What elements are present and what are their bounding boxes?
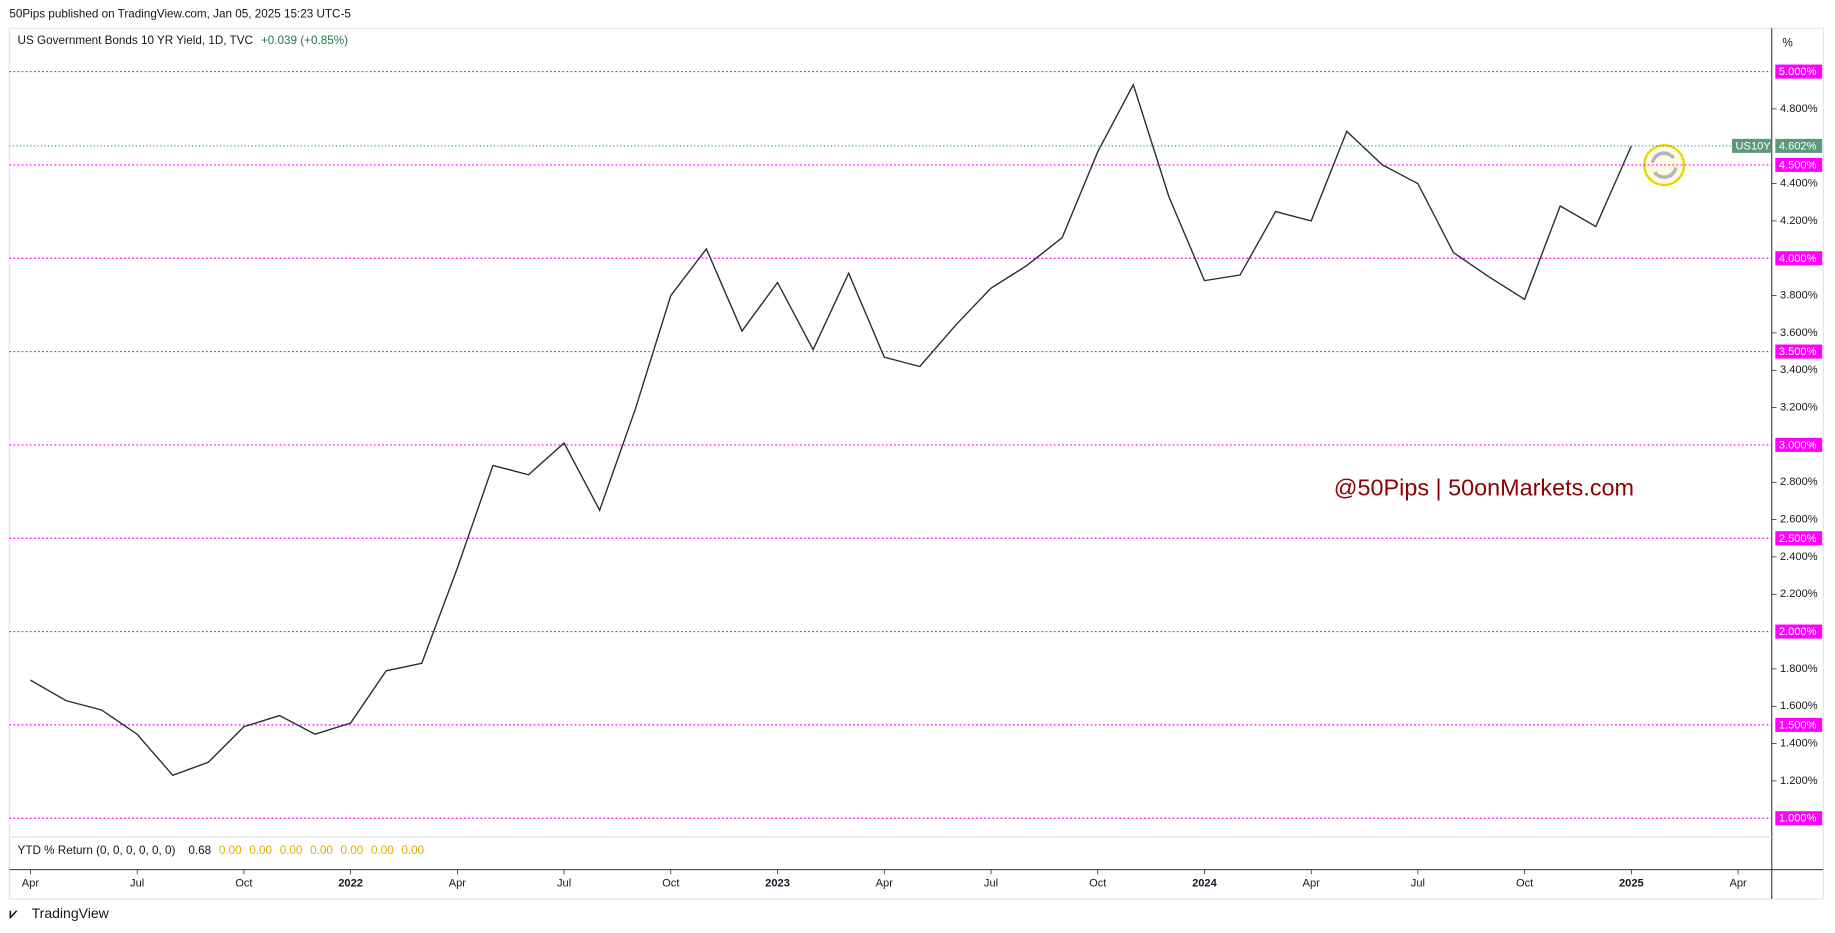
y-tick-label: 3.600% <box>1780 327 1818 339</box>
last-price-box <box>1775 138 1823 153</box>
indicator-value: 0.00 <box>371 844 394 857</box>
x-tick-label: 2023 <box>765 878 790 890</box>
x-tick-label: 2025 <box>1619 878 1644 890</box>
last-price-label: 4.602% <box>1779 140 1817 152</box>
x-tick-label: Apr <box>449 878 467 890</box>
price-line <box>30 82 1633 777</box>
level-label: 2.500% <box>1779 533 1817 545</box>
y-tick-label: 2.400% <box>1780 551 1818 563</box>
y-tick-label: 1.400% <box>1780 738 1818 750</box>
level-label: 2.000% <box>1779 626 1817 638</box>
y-tick-label: 3.400% <box>1780 364 1818 376</box>
x-tick-label: Jul <box>1411 878 1425 890</box>
y-tick-label: 2.800% <box>1780 476 1818 488</box>
indicator-name: YTD % Return (0, 0, 0, 0, 0, 0) <box>18 844 176 857</box>
x-tick-label: Apr <box>876 878 894 890</box>
level-label-box <box>1775 251 1823 266</box>
level-label: 3.000% <box>1779 439 1817 451</box>
indicator-value: 0.68 <box>188 844 211 857</box>
indicator-value: 0.00 <box>310 844 333 857</box>
symbol-title: US Government Bonds 10 YR Yield, 1D, TVC <box>18 34 253 47</box>
y-tick-label: 1.200% <box>1780 775 1818 787</box>
x-tick-label: Jul <box>984 878 998 890</box>
x-tick-label: Oct <box>1516 878 1533 890</box>
x-tick-label: Oct <box>662 878 679 890</box>
y-tick-label: 3.200% <box>1780 402 1818 414</box>
x-tick-label: Oct <box>1089 878 1106 890</box>
level-label-box <box>1775 811 1823 826</box>
level-label: 5.000% <box>1779 66 1817 78</box>
indicator-value: 0.00 <box>280 844 303 857</box>
y-tick-label: 1.800% <box>1780 663 1818 675</box>
level-label-box <box>1775 531 1823 546</box>
level-label-box <box>1775 344 1823 359</box>
indicator-value: 0.00 <box>249 844 272 857</box>
symbol-box <box>1732 138 1772 153</box>
level-label: 3.500% <box>1779 346 1817 358</box>
x-tick-label: Apr <box>1303 878 1321 890</box>
symbol-label: US10Y <box>1736 140 1772 152</box>
x-tick-label: 2022 <box>338 878 363 890</box>
level-label-box <box>1775 437 1823 452</box>
indicator-value: 0.00 <box>401 844 424 857</box>
watermark: @50Pips | 50onMarkets.com <box>1334 475 1634 501</box>
logo-mark: ⩗ <box>9 905 18 921</box>
level-label-box <box>1775 64 1823 79</box>
y-tick-label: 3.800% <box>1780 290 1818 302</box>
x-tick-label: 2024 <box>1192 878 1218 890</box>
level-label: 4.000% <box>1779 253 1817 265</box>
x-tick-label: Jul <box>130 878 144 890</box>
level-label-box <box>1775 157 1823 172</box>
x-tick-label: Oct <box>235 878 252 890</box>
y-tick-label: 2.600% <box>1780 514 1818 526</box>
level-label: 1.000% <box>1779 813 1817 825</box>
level-label: 1.500% <box>1779 719 1817 731</box>
indicator-value: 0.00 <box>219 844 242 857</box>
footer-brand: TradingView <box>32 905 110 921</box>
y-tick-label: 4.800% <box>1780 103 1818 115</box>
y-tick-label: 2.200% <box>1780 588 1818 600</box>
x-tick-label: Apr <box>1729 878 1747 890</box>
publish-header: 50Pips published on TradingView.com, Jan… <box>9 7 351 20</box>
x-tick-label: Jul <box>557 878 571 890</box>
indicator-value: 0.00 <box>341 844 364 857</box>
y-tick-label: 4.400% <box>1780 178 1818 190</box>
x-tick-label: Apr <box>22 878 40 890</box>
y-tick-label: 1.600% <box>1780 700 1818 712</box>
y-tick-label: 4.200% <box>1780 215 1818 227</box>
axis-unit: % <box>1782 37 1792 50</box>
level-label: 4.500% <box>1779 159 1817 171</box>
chart-frame <box>8 27 1824 900</box>
change-text: +0.039 (+0.85%) <box>261 34 348 47</box>
level-label-box <box>1775 624 1823 639</box>
level-label-box <box>1775 717 1823 732</box>
